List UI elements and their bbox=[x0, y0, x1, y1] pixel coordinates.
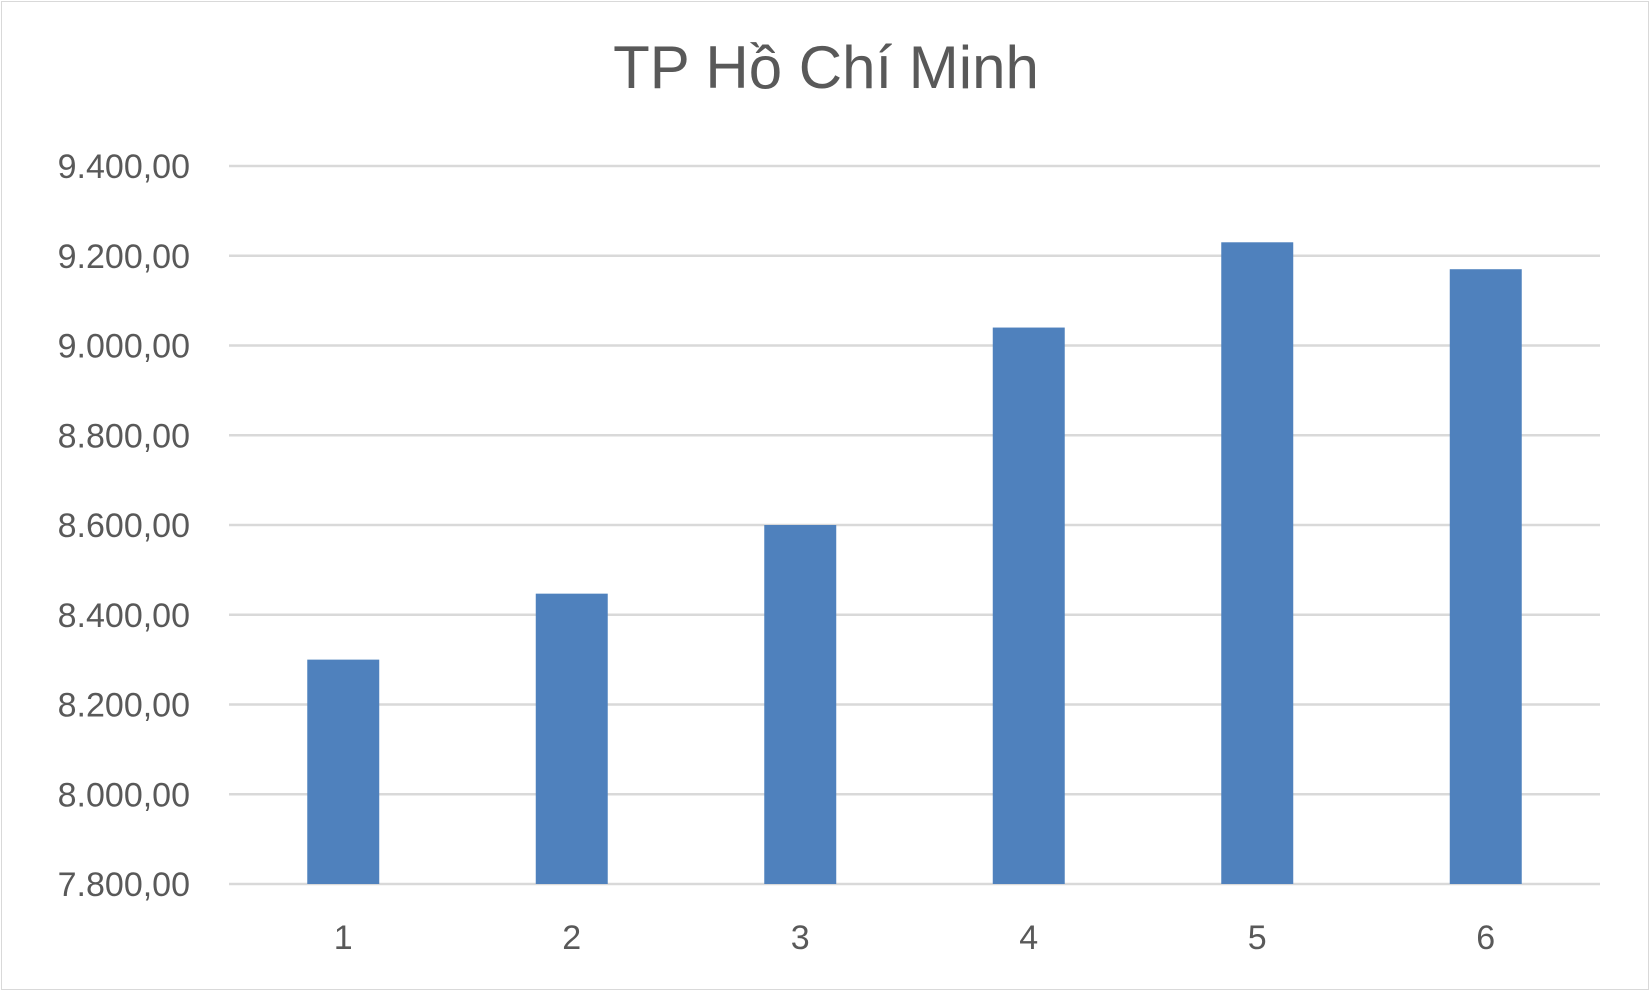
y-tick-label: 9.400,00 bbox=[58, 148, 190, 186]
y-tick-label: 9.000,00 bbox=[58, 328, 190, 366]
gridlines bbox=[229, 164, 1600, 886]
bar-3 bbox=[764, 525, 837, 884]
y-tick-label: 8.600,00 bbox=[58, 507, 190, 545]
x-tick-label: 4 bbox=[1019, 919, 1038, 957]
bar-1 bbox=[307, 659, 380, 884]
x-tick-label: 1 bbox=[334, 919, 353, 957]
y-tick-label: 8.200,00 bbox=[58, 687, 190, 725]
bar-2 bbox=[535, 593, 608, 884]
bar-4 bbox=[992, 327, 1065, 884]
y-tick-label: 8.000,00 bbox=[58, 776, 190, 814]
y-tick-label: 9.200,00 bbox=[58, 238, 190, 276]
y-axis-tick-labels: 7.800,00 8.000,00 8.200,00 8.400,00 8.600,00… bbox=[58, 148, 190, 904]
x-tick-label: 6 bbox=[1476, 919, 1495, 957]
bar-6 bbox=[1449, 269, 1522, 884]
x-axis-tick-labels: 1 2 3 4 5 6 bbox=[334, 919, 1495, 957]
y-tick-label: 8.800,00 bbox=[58, 417, 190, 455]
x-tick-label: 5 bbox=[1248, 919, 1267, 957]
chart-title: TP Hồ Chí Minh bbox=[613, 34, 1039, 101]
y-tick-label: 7.800,00 bbox=[58, 866, 190, 904]
bar-5 bbox=[1221, 242, 1294, 885]
y-tick-label: 8.400,00 bbox=[58, 597, 190, 635]
x-tick-label: 2 bbox=[562, 919, 581, 957]
bars bbox=[307, 242, 1522, 885]
x-tick-label: 3 bbox=[791, 919, 810, 957]
